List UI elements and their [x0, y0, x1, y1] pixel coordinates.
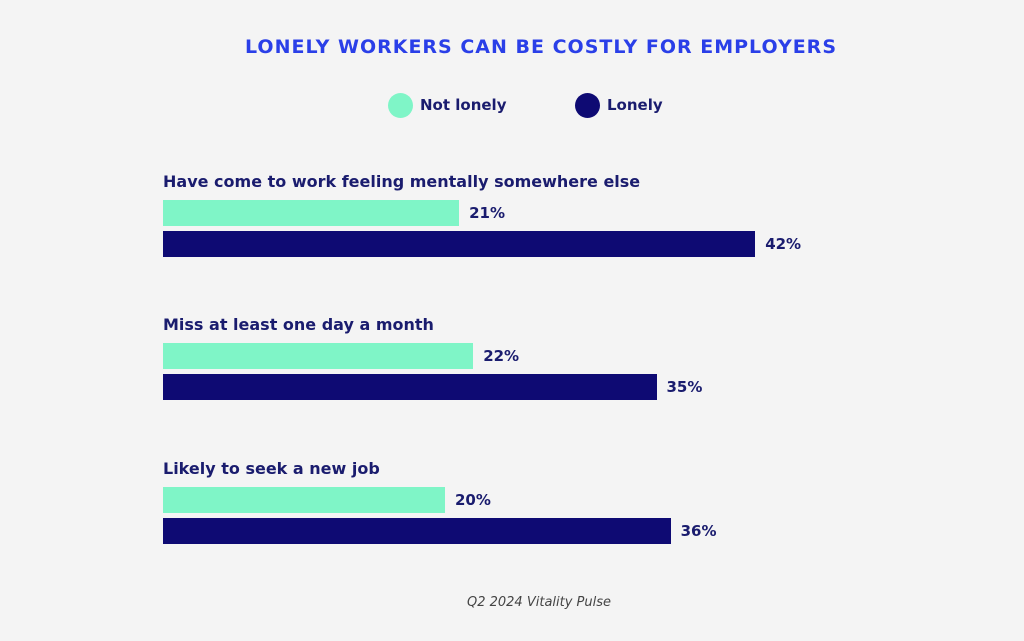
legend-item-not-lonely: Not lonely — [388, 92, 506, 118]
bar-lonely — [163, 518, 671, 544]
data-label-not-lonely: 21% — [469, 204, 505, 222]
legend-label-lonely: Lonely — [607, 96, 663, 114]
bar-not-lonely — [163, 343, 474, 369]
bar-not-lonely — [163, 200, 460, 226]
data-label-not-lonely: 22% — [483, 347, 520, 365]
data-label-not-lonely: 20% — [455, 491, 491, 509]
category-label: Likely to seek a new job — [163, 459, 380, 478]
source-note: Q2 2024 Vitality Pulse — [466, 595, 612, 610]
category-label: Have come to work feeling mentally somew… — [163, 172, 641, 191]
legend-swatch-lonely — [575, 92, 600, 118]
legend-item-lonely: Lonely — [575, 92, 663, 118]
chart-title: LONELY WORKERS CAN BE COSTLY FOR EMPLOYE… — [245, 36, 837, 58]
legend-label-not-lonely: Not lonely — [420, 96, 507, 114]
bar-not-lonely — [163, 487, 445, 513]
data-label-lonely: 36% — [680, 522, 717, 540]
data-label-lonely: 42% — [765, 235, 802, 253]
legend-swatch-not-lonely — [388, 92, 413, 118]
category-label: Miss at least one day a month — [163, 315, 434, 334]
data-label-lonely: 35% — [666, 378, 703, 396]
bar-lonely — [163, 374, 657, 400]
bar-lonely — [163, 231, 756, 257]
